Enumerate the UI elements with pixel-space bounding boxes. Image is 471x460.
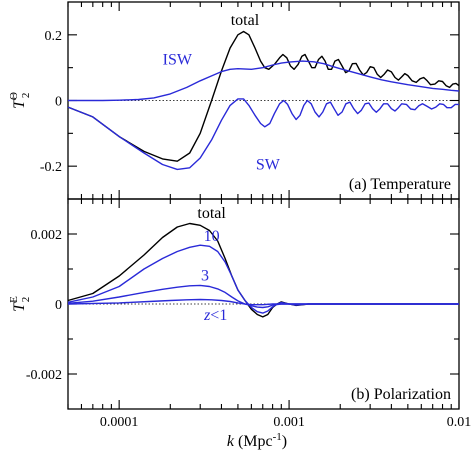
y-tick-label: -0.2 [40, 160, 62, 175]
panel-label: (a) Temperature [349, 176, 451, 193]
polarization-panel: 0.002 0 -0.002 TE2 total 10 3 z<1 (b) Polarizati… [8, 198, 460, 410]
series-annotation: SW [256, 157, 281, 174]
series-sw-line [67, 98, 459, 171]
y-axis-label: TE2 [8, 296, 32, 312]
series-total-line [67, 30, 460, 162]
y-tick-label: 0.002 [31, 228, 63, 243]
y-axis-label: TΘ2 [8, 92, 32, 109]
series-annotation: total [197, 205, 226, 222]
series-z1-line [67, 298, 459, 306]
x-axis: 0.0001 0.001 0.01 [100, 415, 471, 430]
x-tick-label: 0.01 [447, 415, 471, 430]
series-isw-line [68, 60, 460, 102]
y-tick-label: 0.2 [45, 29, 63, 44]
series-annotation: ISW [163, 51, 193, 68]
series-annotation: 10 [204, 228, 220, 245]
y-tick-label: -0.002 [26, 368, 62, 383]
y-tick-label: 0 [55, 298, 62, 313]
series-annotation: total [231, 12, 260, 29]
x-axis-label: k (Mpc-1) [227, 431, 287, 450]
x-tick-label: 0.001 [273, 415, 305, 430]
panel-label: (b) Polarization [351, 386, 451, 403]
x-tick-label: 0.0001 [100, 415, 139, 430]
series-annotation: 3 [201, 267, 209, 284]
series-annotation: z<1 [203, 307, 227, 324]
temperature-panel: 0.2 0 -0.2 TΘ2 total ISW SW (a) Temperature [8, 1, 460, 200]
y-tick-label: 0 [55, 95, 62, 110]
series-3-line [67, 284, 459, 309]
